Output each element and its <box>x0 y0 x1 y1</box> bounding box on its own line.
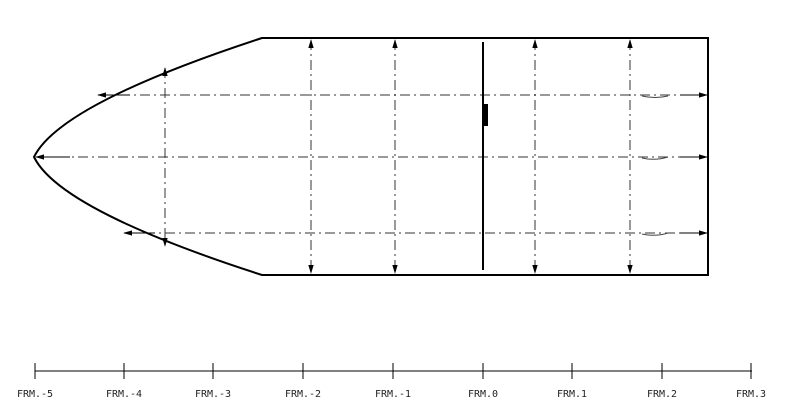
squiggle-upper <box>641 95 669 98</box>
frame-label: FRM.-1 <box>375 389 411 400</box>
frame-scale: FRM.-5 FRM.-4 FRM.-3 FRM.-2 FRM.-1 FRM.0… <box>17 363 766 400</box>
frame-label: FRM.-5 <box>17 389 53 400</box>
frame-label: FRM.2 <box>647 389 677 400</box>
bulkhead-marker <box>482 104 488 126</box>
squiggle-center <box>641 156 669 160</box>
frame-label: FRM.-4 <box>106 389 142 400</box>
squiggle-lower <box>641 232 669 236</box>
frame-label: FRM.0 <box>468 389 498 400</box>
frame-label: FRM.1 <box>557 389 587 400</box>
hull-outline <box>32 37 709 276</box>
frame-label: FRM.3 <box>736 389 766 400</box>
frame-label: FRM.-2 <box>285 389 321 400</box>
frame-label: FRM.-3 <box>195 389 231 400</box>
